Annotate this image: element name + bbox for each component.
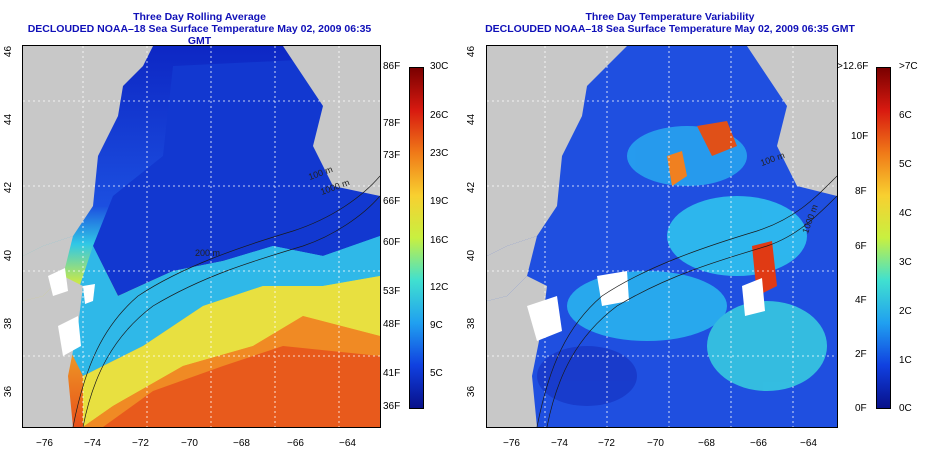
cb-c-label: 6C <box>899 110 912 121</box>
x-tick: −76 <box>36 438 53 449</box>
y-tick: 44 <box>3 113 15 126</box>
cb-f-label: 2F <box>855 349 867 360</box>
cb-f-label: 48F <box>383 319 401 330</box>
cb-c-label: 23C <box>430 148 449 159</box>
x-tick: −64 <box>339 438 356 449</box>
y-tick: 40 <box>3 249 15 262</box>
left-subtitle: DECLOUDED NOAA–18 Sea Surface Temperatur… <box>27 23 372 47</box>
cb-f-label: 10F <box>851 131 869 142</box>
cb-c-label: 30C <box>430 61 449 72</box>
x-tick: −70 <box>181 438 198 449</box>
cb-c-label: 9C <box>430 320 443 331</box>
sst-variability-map[interactable] <box>486 45 838 428</box>
variability-colorbar <box>876 67 891 409</box>
cb-f-label: 4F <box>855 295 867 306</box>
cb-f-label: 60F <box>383 237 401 248</box>
right-subtitle: DECLOUDED NOAA–18 Sea Surface Temperatur… <box>485 23 855 35</box>
y-tick: 36 <box>3 385 15 398</box>
x-tick: −72 <box>598 438 615 449</box>
y-tick: 36 <box>466 385 478 398</box>
y-tick: 42 <box>466 181 478 194</box>
cb-c-label: 2C <box>899 306 912 317</box>
cb-c-label: 16C <box>430 235 449 246</box>
x-tick: −66 <box>750 438 767 449</box>
cb-f-label: 6F <box>855 241 867 252</box>
right-title-block: Three Day Temperature Variability DECLOU… <box>480 11 860 35</box>
y-tick: 40 <box>466 249 478 262</box>
cb-f-label: 41F <box>383 368 401 379</box>
cb-f-label: 78F <box>383 118 401 129</box>
cb-c-label: 1C <box>899 355 912 366</box>
cb-c-label: 26C <box>430 110 449 121</box>
x-tick: −76 <box>503 438 520 449</box>
y-tick: 42 <box>3 181 15 194</box>
cb-f-label: 36F <box>383 401 401 412</box>
x-tick: −68 <box>698 438 715 449</box>
x-tick: −70 <box>647 438 664 449</box>
left-title: Three Day Rolling Average <box>133 11 266 23</box>
cb-c-label: 4C <box>899 208 912 219</box>
y-tick: 38 <box>3 317 15 330</box>
x-tick: −72 <box>132 438 149 449</box>
cb-c-label: 3C <box>899 257 912 268</box>
cb-f-label: 53F <box>383 286 401 297</box>
cb-f-label: 0F <box>855 403 867 414</box>
x-tick: −68 <box>233 438 250 449</box>
left-title-block: Three Day Rolling Average DECLOUDED NOAA… <box>22 11 377 47</box>
cb-f-label: 66F <box>383 196 401 207</box>
right-title: Three Day Temperature Variability <box>585 11 755 23</box>
y-tick: 46 <box>3 45 15 58</box>
sst-colorbar <box>409 67 424 409</box>
cb-c-label: 5C <box>899 159 912 170</box>
y-tick: 46 <box>466 45 478 58</box>
x-tick: −74 <box>551 438 568 449</box>
cb-f-label: 73F <box>383 150 401 161</box>
cb-c-label: 5C <box>430 368 443 379</box>
cb-f-label: 86F <box>383 61 401 72</box>
x-tick: −74 <box>84 438 101 449</box>
y-tick: 38 <box>466 317 478 330</box>
x-tick: −64 <box>800 438 817 449</box>
cb-f-label: >12.6F <box>837 61 869 72</box>
x-tick: −66 <box>287 438 304 449</box>
cb-c-label: 0C <box>899 403 912 414</box>
y-tick: 44 <box>466 113 478 126</box>
contour-label: 200 m <box>195 248 221 258</box>
cb-c-label: >7C <box>899 61 918 72</box>
cb-c-label: 12C <box>430 282 449 293</box>
cb-f-label: 8F <box>855 186 867 197</box>
cb-c-label: 19C <box>430 196 449 207</box>
sst-average-map[interactable] <box>22 45 381 428</box>
